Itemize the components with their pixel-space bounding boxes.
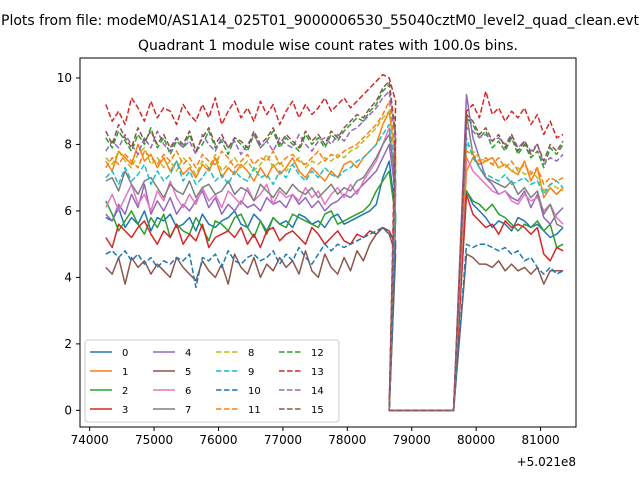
x-tick-label: 79000 [393, 433, 431, 447]
y-tick-label: 0 [64, 403, 72, 417]
legend-label: 13 [311, 367, 324, 378]
legend-label: 2 [122, 386, 128, 397]
series-line-10 [105, 226, 564, 412]
series-line-14 [105, 90, 564, 412]
series-line-13 [105, 73, 564, 412]
legend-label: 4 [185, 348, 191, 359]
y-tick-label: 8 [64, 137, 72, 151]
series-line-3 [105, 193, 564, 412]
legend-label: 0 [122, 348, 128, 359]
series-line-12 [105, 83, 564, 412]
figure-suptitle: Plots from file: modeM0/AS1A14_025T01_90… [1, 13, 639, 29]
plot-lines [105, 73, 564, 412]
y-tick-label: 4 [64, 270, 72, 284]
legend-label: 5 [185, 367, 191, 378]
x-tick-label: 81000 [521, 433, 559, 447]
legend-label: 9 [248, 367, 254, 378]
series-line-15 [105, 80, 564, 412]
x-tick-label: 77000 [264, 433, 302, 447]
legend-label: 3 [122, 405, 128, 416]
y-tick-label: 2 [64, 337, 72, 351]
legend-frame [84, 339, 340, 423]
series-line-9 [105, 123, 564, 412]
legend-label: 15 [311, 405, 324, 416]
x-offset-label: +5.021e8 [517, 455, 576, 469]
series-line-6 [105, 127, 564, 412]
legend-label: 11 [248, 405, 261, 416]
x-tick-label: 78000 [328, 433, 366, 447]
series-line-8 [105, 110, 564, 412]
legend-label: 1 [122, 367, 128, 378]
x-tick-label: 76000 [199, 433, 237, 447]
legend-label: 12 [311, 348, 324, 359]
legend-label: 14 [311, 386, 324, 397]
series-line-4 [105, 93, 564, 412]
series-line-7 [105, 113, 564, 412]
y-axis: 0 2 4 6 8 10 [57, 71, 80, 417]
y-tick-label: 6 [64, 204, 72, 218]
y-tick-label: 10 [57, 71, 72, 85]
legend-label: 8 [248, 348, 254, 359]
legend-label: 7 [185, 405, 191, 416]
x-axis: 74000 75000 76000 77000 78000 79000 80000 81000 [71, 427, 560, 447]
legend-label: 6 [185, 386, 191, 397]
legend-label: 10 [248, 386, 261, 397]
series-line-0 [105, 160, 564, 412]
chart-title: Quadrant 1 module wise count rates with … [138, 38, 518, 54]
x-tick-label: 74000 [71, 433, 109, 447]
plot-frame [79, 57, 577, 428]
x-tick-label: 80000 [457, 433, 495, 447]
x-tick-label: 75000 [135, 433, 173, 447]
series-line-11 [105, 100, 564, 412]
